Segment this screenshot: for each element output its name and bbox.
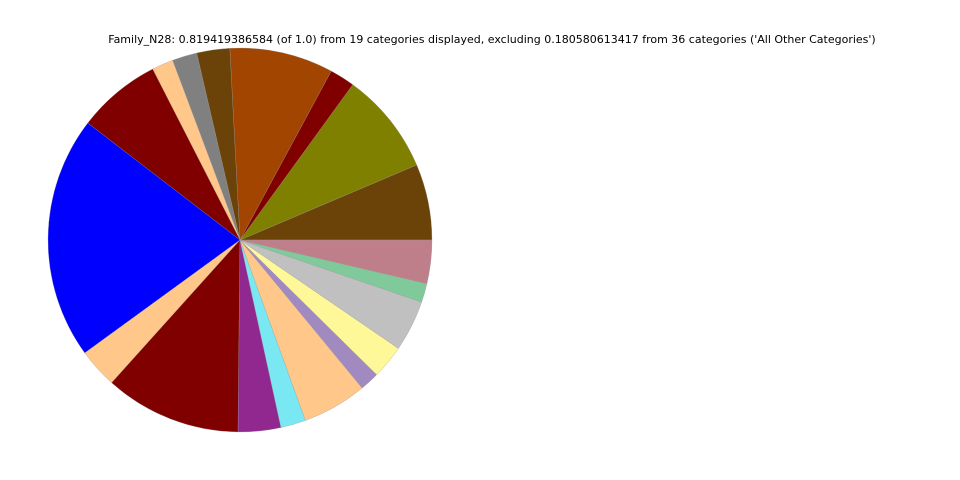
pie-slice	[239, 84, 417, 241]
pie-slice	[47, 122, 241, 354]
chart-title: Family_N28: 0.819419386584 (of 1.0) from…	[108, 33, 875, 46]
pie-slice	[111, 239, 241, 433]
pie-slice	[229, 47, 332, 241]
pie-slice	[239, 239, 433, 284]
